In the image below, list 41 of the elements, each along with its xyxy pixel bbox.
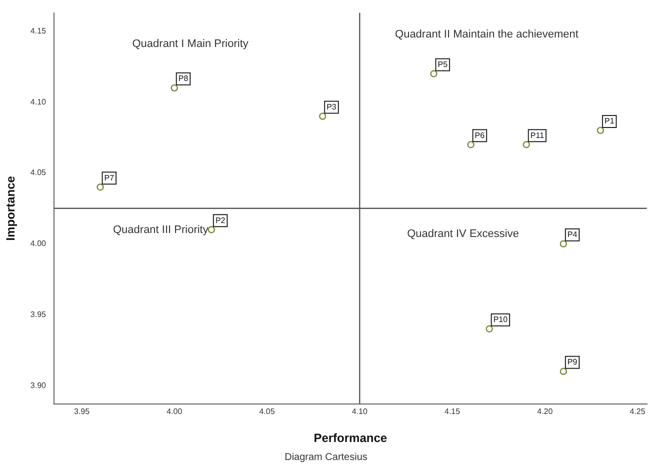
annotation: P11 [530,130,545,140]
x-tick-label: 4.00 [166,407,183,416]
point [96,184,104,191]
annotation: Quadrant IV Excessive [407,228,519,240]
annotation: P2 [215,216,226,225]
point [430,70,438,78]
y-tick-label: 4.00 [30,239,47,248]
annotation: P6 [474,130,486,140]
annotation: Quadrant III Priority [112,224,209,236]
point [560,240,568,248]
x-tick-label: 4.05 [259,407,276,416]
point [560,368,568,375]
point [467,141,474,148]
point [486,325,493,332]
annotation: P10 [493,315,508,324]
annotation: P3 [326,102,337,112]
annotation: P4 [567,230,578,240]
x-tick-label: 4.15 [444,407,461,416]
point [170,84,178,92]
annotation: P1 [604,116,615,126]
point [596,126,604,134]
annotation: P8 [178,74,189,84]
x-tick-label: 4.25 [630,407,646,416]
point [522,141,530,148]
annotation: P9 [567,358,578,367]
y-tick-label: 3.90 [30,380,47,390]
x-tick-label: 4.10 [352,407,368,416]
annotation: Quadrant I Main Priority [132,38,249,50]
text: Diagram Cartesius [284,452,368,463]
y-tick-label: 3.95 [30,310,47,319]
y-tick-label: 4.05 [30,168,47,178]
y-tick-label: 4.10 [30,97,47,106]
x-tick-label: 4.20 [537,407,554,416]
x-axis-title: Performance [314,431,388,446]
annotation: Quadrant II Maintain the achievement [395,28,578,40]
y-axis-title: Importance [4,176,18,241]
annotation: P7 [104,173,115,182]
point [318,112,326,120]
x-tick-label: 3.95 [74,407,90,416]
annotation: P5 [438,60,448,69]
y-tick-label: 4.15 [30,26,47,36]
